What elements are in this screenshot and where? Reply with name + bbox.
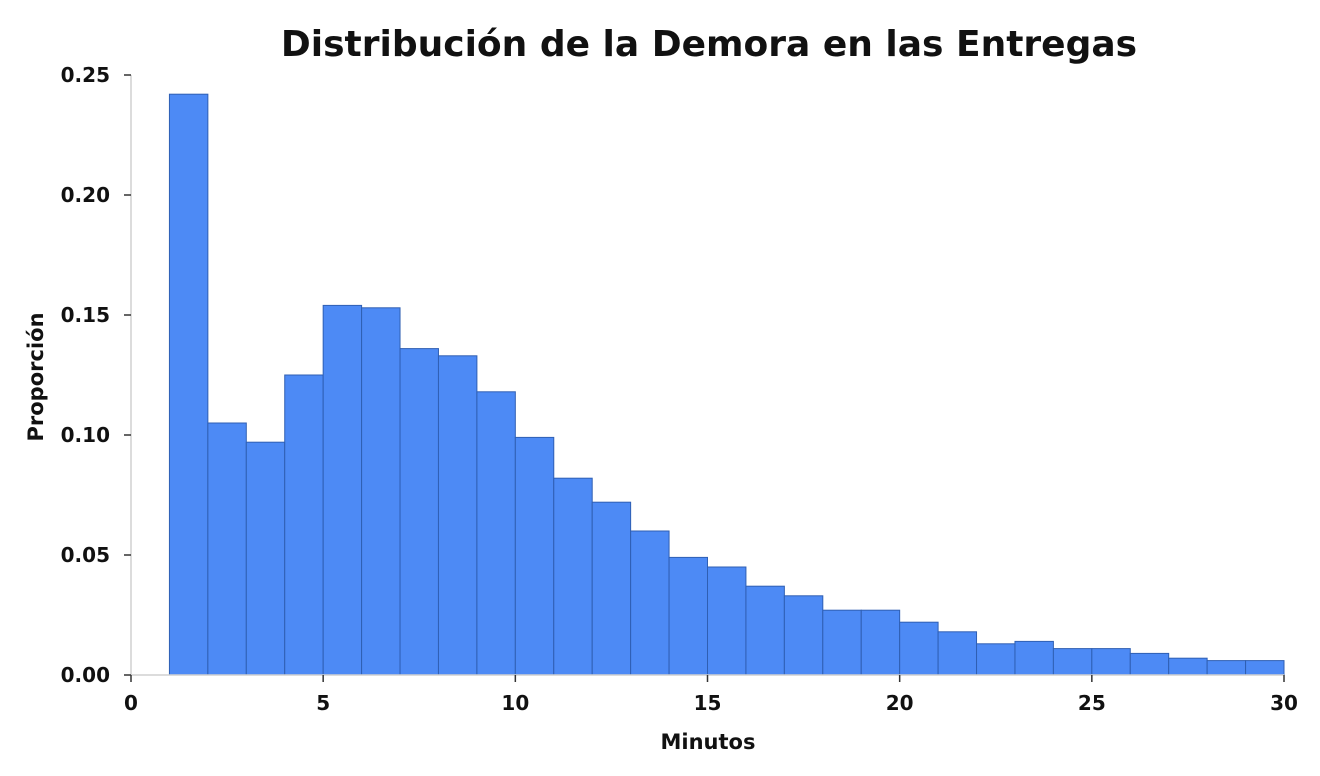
chart-title: Distribución de la Demora en las Entrega… — [281, 24, 1137, 65]
histogram-bar — [860, 609, 901, 676]
histogram-bar — [1014, 640, 1054, 676]
histogram-bar — [322, 304, 363, 676]
histogram-bar — [591, 501, 632, 676]
histogram-bar — [937, 631, 978, 676]
histogram-bar — [514, 436, 555, 676]
histogram-bar — [668, 556, 708, 676]
x-tick-label: 15 — [694, 691, 722, 715]
histogram-bar — [707, 566, 747, 676]
y-tick-label: 0.10 — [61, 423, 110, 447]
histogram-bar — [630, 530, 670, 676]
y-axis-label: Proporción — [24, 312, 48, 441]
histogram-bar — [284, 374, 324, 676]
histogram-bar — [1206, 660, 1247, 676]
histogram-bar — [1052, 648, 1093, 676]
histogram-bar — [783, 595, 824, 676]
x-tick-label: 10 — [501, 691, 529, 715]
y-tick-label: 0.15 — [61, 303, 110, 327]
y-tick-label: 0.00 — [61, 663, 110, 687]
histogram-bar — [399, 348, 439, 676]
histogram-bar — [1091, 648, 1131, 676]
histogram-bar — [1129, 652, 1170, 676]
histogram-bar — [1168, 657, 1208, 676]
histogram-bar — [168, 93, 209, 676]
histogram-bar — [476, 391, 516, 676]
histogram-bar — [976, 643, 1016, 676]
x-ticks-group: 0 5 10 15 20 25 30 — [124, 675, 1298, 715]
histogram-bar — [207, 422, 247, 676]
y-tick-label: 0.05 — [61, 543, 110, 567]
y-ticks-group: 0.00 0.05 0.10 0.15 0.20 0.25 — [61, 63, 131, 687]
x-tick-label: 5 — [316, 691, 330, 715]
histogram-bar — [245, 441, 286, 676]
x-tick-label: 0 — [124, 691, 138, 715]
histogram-bar — [1245, 660, 1285, 676]
histogram-bar — [553, 477, 593, 676]
x-tick-label: 25 — [1078, 691, 1106, 715]
histogram-bar — [899, 621, 939, 676]
histogram-bar — [745, 585, 785, 676]
x-tick-label: 30 — [1270, 691, 1298, 715]
histogram-bar — [822, 609, 862, 676]
y-tick-label: 0.25 — [61, 63, 110, 87]
x-tick-label: 20 — [886, 691, 914, 715]
y-tick-label: 0.20 — [61, 183, 110, 207]
x-axis-label: Minutos — [661, 730, 756, 754]
histogram-bar — [437, 355, 478, 676]
bars-group — [168, 93, 1285, 676]
histogram-bar — [361, 307, 401, 676]
